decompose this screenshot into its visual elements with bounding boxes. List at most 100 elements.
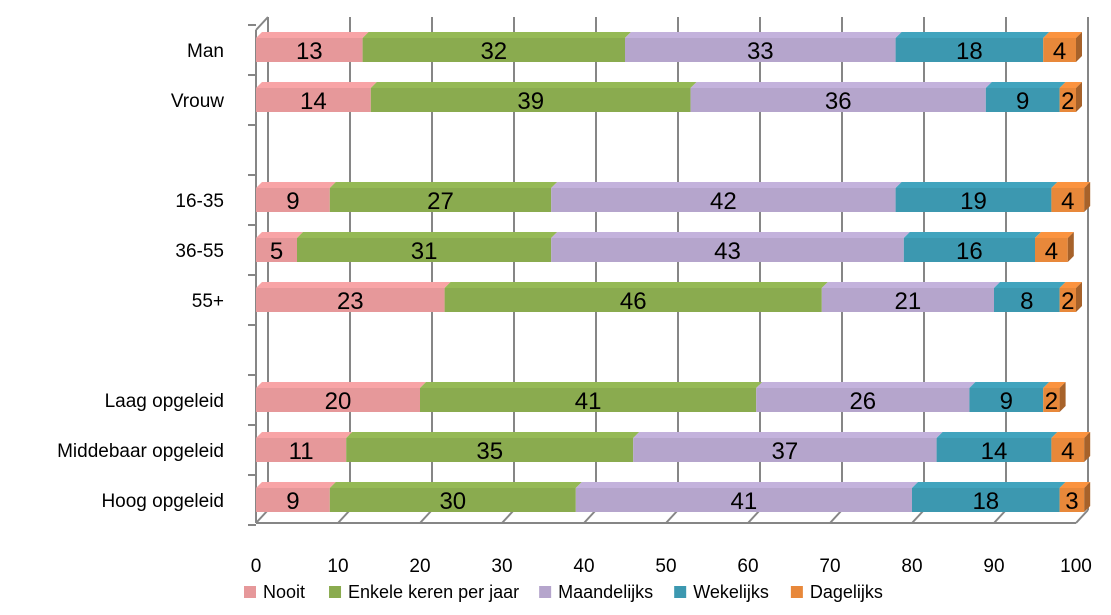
bar-segment-nooit-top xyxy=(256,232,303,238)
legend-label: Nooit xyxy=(263,582,305,602)
data-label: 32 xyxy=(480,38,507,65)
data-label: 42 xyxy=(710,188,737,215)
bar-segment-nooit-top xyxy=(256,82,377,88)
legend-label: Maandelijks xyxy=(558,582,653,602)
bar-segment-dagelijks xyxy=(1059,88,1076,112)
bar-segment-wekelijks-top xyxy=(903,232,1041,238)
category-label: Vrouw xyxy=(171,91,224,112)
gridline-floor xyxy=(993,509,1007,524)
bar-segment-maandelijks-top xyxy=(756,382,976,388)
bar-segment-nooit-top xyxy=(256,32,369,38)
bar-segment-dagelijks xyxy=(1043,38,1076,62)
bar-segment-nooit xyxy=(256,238,297,262)
bar-end-cap xyxy=(1076,282,1082,312)
data-label: 27 xyxy=(427,188,454,215)
data-label: 21 xyxy=(895,288,922,315)
x-tick-label: 70 xyxy=(819,556,840,577)
x-tick-label: 20 xyxy=(409,556,430,577)
bar-segment-nooit xyxy=(256,88,371,112)
x-tick-label: 10 xyxy=(327,556,348,577)
bar-segment-dagelijks xyxy=(1059,288,1076,312)
bar-segment-dagelijks xyxy=(1051,438,1085,462)
bar-segment-enkele-keren-per-jaar-top xyxy=(370,82,697,88)
gridline-floor xyxy=(911,509,925,524)
data-label: 13 xyxy=(296,38,323,65)
bar-segment-dagelijks-top xyxy=(1051,182,1091,188)
bar-segment-dagelijks xyxy=(1043,388,1060,412)
data-label: 37 xyxy=(772,438,799,465)
bar-segment-enkele-keren-per-jaar-top xyxy=(346,432,640,438)
bar-segment-maandelijks-top xyxy=(625,32,902,38)
gridline-floor xyxy=(337,509,351,524)
bar-segment-enkele-keren-per-jaar xyxy=(444,288,822,312)
category-label: Hoog opgeleid xyxy=(101,491,224,512)
data-label: 4 xyxy=(1053,38,1066,65)
data-label: 46 xyxy=(620,288,647,315)
gridline-floor xyxy=(501,509,515,524)
legend-swatch xyxy=(244,586,256,598)
bar-segment-enkele-keren-per-jaar-top xyxy=(329,482,582,488)
bar-segment-enkele-keren-per-jaar xyxy=(346,438,634,462)
bar-segment-enkele-keren-per-jaar xyxy=(329,488,576,512)
gridline-floor xyxy=(583,509,597,524)
data-label: 41 xyxy=(731,488,758,515)
data-label: 39 xyxy=(517,88,544,115)
x-tick-label: 40 xyxy=(573,556,594,577)
bar-segment-maandelijks xyxy=(575,488,912,512)
bar-segment-enkele-keren-per-jaar-top xyxy=(297,232,558,238)
category-label: 36-55 xyxy=(175,241,224,262)
bar-segment-dagelijks xyxy=(1051,188,1085,212)
legend-swatch xyxy=(674,586,687,598)
bar-segment-nooit xyxy=(256,388,420,412)
legend-label: Enkele keren per jaar xyxy=(348,582,519,602)
data-labels: 13 32 33 18 414 39 36 9 29 27 42 19 45 31 43 16 423 46 21 8… xyxy=(270,38,1079,515)
data-label: 4 xyxy=(1061,188,1074,215)
x-tick-label: 80 xyxy=(901,556,922,577)
gridline-floor xyxy=(419,509,433,524)
bar-segment-nooit xyxy=(256,438,347,462)
bar-segment-wekelijks-top xyxy=(985,82,1066,88)
data-label: 33 xyxy=(747,38,774,65)
tick-labels: Man Vrouw 16-35 36-55 55+ Laag opgeleid Middeb… xyxy=(57,41,1092,577)
bar-segment-nooit-top xyxy=(256,482,336,488)
bar-segment-nooit xyxy=(256,38,363,62)
bar-segment-maandelijks-top xyxy=(551,232,910,238)
data-label: 9 xyxy=(286,488,299,515)
bar-segment-nooit-top xyxy=(256,282,451,288)
bar-segment-nooit xyxy=(256,188,330,212)
bar-segment-maandelijks-top xyxy=(633,432,943,438)
category-label: Middebaar opgeleid xyxy=(57,441,224,462)
category-label: 16-35 xyxy=(175,191,224,212)
bar-segment-dagelijks-top xyxy=(1051,432,1091,438)
bar-segment-dagelijks-top xyxy=(1035,232,1074,238)
data-label: 11 xyxy=(289,438,314,465)
data-label: 2 xyxy=(1061,88,1074,115)
bar-segment-maandelijks xyxy=(551,188,896,212)
bar-segment-wekelijks-top xyxy=(994,282,1066,288)
bar-segment-wekelijks xyxy=(895,188,1052,212)
data-label: 20 xyxy=(325,388,352,415)
bar-segment-enkele-keren-per-jaar xyxy=(370,88,691,112)
x-tick-label: 30 xyxy=(491,556,512,577)
data-label: 4 xyxy=(1061,438,1074,465)
legend-label: Dagelijks xyxy=(810,582,883,602)
bar-segment-wekelijks xyxy=(969,388,1044,412)
data-label: 14 xyxy=(981,438,1008,465)
y-axis-top-slant xyxy=(255,16,269,31)
bar-segment-dagelijks-top xyxy=(1059,482,1091,488)
bar-segment-dagelijks-top xyxy=(1043,32,1082,38)
data-label: 26 xyxy=(849,388,876,415)
x-tick-label: 100 xyxy=(1060,556,1092,577)
bar-segment-nooit xyxy=(256,288,445,312)
data-label: 30 xyxy=(439,488,466,515)
data-label: 43 xyxy=(714,238,741,265)
bar-segment-maandelijks-top xyxy=(821,282,1000,288)
data-label: 14 xyxy=(300,88,327,115)
bar-segment-enkele-keren-per-jaar-top xyxy=(362,32,631,38)
bar-segment-dagelijks-top xyxy=(1043,382,1066,388)
bar-segment-wekelijks xyxy=(903,238,1035,262)
data-label: 9 xyxy=(1000,388,1013,415)
bar-end-cap xyxy=(1076,82,1082,112)
bar-segment-maandelijks xyxy=(690,88,986,112)
